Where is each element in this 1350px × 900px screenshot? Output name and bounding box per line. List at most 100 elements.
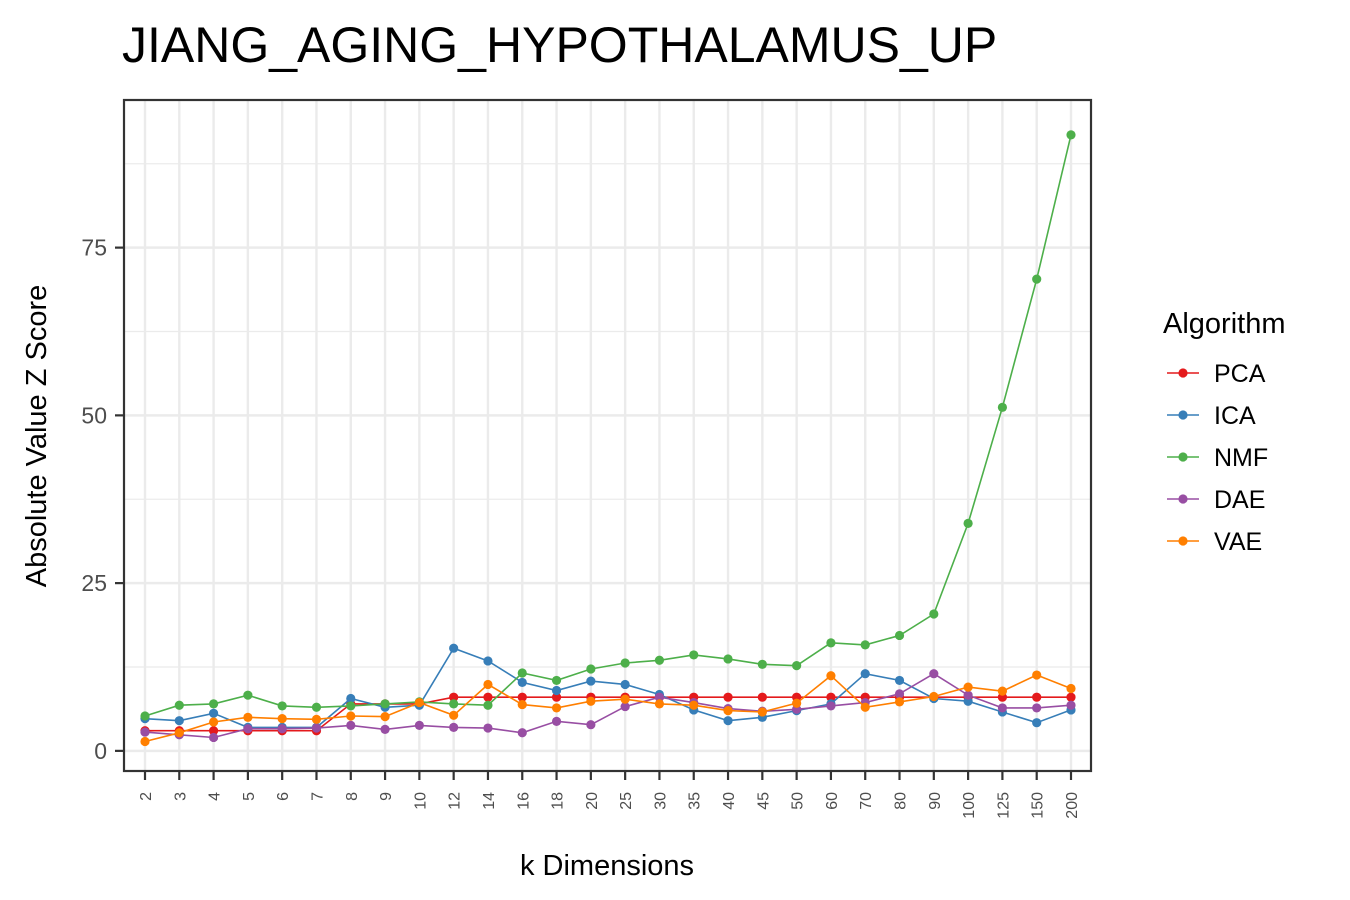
data-point-vae — [757, 707, 767, 717]
data-point-vae — [243, 712, 253, 722]
data-point-nmf — [174, 700, 184, 710]
data-point-vae — [689, 700, 699, 710]
data-point-vae — [894, 697, 905, 707]
data-point-vae — [654, 699, 665, 709]
data-point-nmf — [517, 668, 527, 678]
data-point-nmf — [277, 701, 287, 711]
data-point-ica — [346, 693, 356, 704]
legend-label-nmf: NMF — [1214, 444, 1268, 472]
x-tick-label: 9 — [378, 792, 395, 801]
data-point-dae — [483, 723, 493, 733]
legend-key-point-ica — [1178, 410, 1188, 420]
data-point-nmf — [654, 655, 665, 665]
y-axis-title: Absolute Value Z Score — [21, 285, 53, 588]
x-tick-label: 150 — [1030, 792, 1047, 819]
data-point-nmf — [620, 658, 630, 668]
series-line-vae — [144, 674, 1072, 743]
data-point-pca — [551, 692, 562, 702]
y-tick-label: 0 — [94, 738, 107, 764]
series-line-pca — [145, 696, 1071, 732]
data-point-vae — [586, 696, 596, 706]
data-point-nmf — [140, 711, 150, 721]
data-point-dae — [311, 723, 322, 733]
x-tick-label: 14 — [481, 792, 498, 810]
minor-gridlines — [124, 163, 1091, 668]
data-point-pca — [449, 692, 459, 702]
data-point-dae — [208, 732, 219, 743]
x-tick-label: 8 — [344, 792, 361, 801]
x-tick-label: 200 — [1064, 792, 1081, 819]
data-point-nmf — [689, 650, 699, 660]
data-point-ica — [174, 716, 184, 726]
data-point-dae — [277, 724, 287, 734]
data-point-vae — [620, 694, 630, 704]
chart-title: JIANG_AGING_HYPOTHALAMUS_UP — [122, 17, 997, 73]
data-point-pca — [826, 692, 836, 702]
data-point-pca — [208, 726, 219, 736]
legend-key-point-dae — [1178, 494, 1188, 504]
legend-label-ica: ICA — [1214, 402, 1256, 430]
x-tick-label: 18 — [550, 792, 567, 810]
data-point-nmf — [997, 402, 1008, 412]
data-point-dae — [586, 720, 596, 730]
data-point-vae — [174, 728, 184, 738]
x-tick-label: 10 — [412, 792, 429, 810]
data-point-nmf — [551, 675, 562, 686]
series-line-dae — [144, 672, 1072, 739]
x-tick-label: 125 — [995, 792, 1012, 819]
data-point-vae — [860, 702, 870, 712]
data-point-vae — [826, 671, 836, 681]
data-point-dae — [346, 720, 356, 730]
data-point-nmf — [380, 699, 390, 709]
x-tick-label: 2 — [138, 792, 155, 801]
data-point-vae — [792, 698, 802, 708]
data-point-nmf — [346, 701, 356, 711]
data-point-nmf — [894, 630, 905, 641]
data-point-vae — [208, 717, 219, 727]
legend-key-point-pca — [1178, 368, 1188, 378]
series-layer — [140, 130, 1076, 747]
data-point-ica — [723, 716, 733, 726]
x-tick-label: 30 — [652, 792, 669, 810]
data-point-pca — [1032, 692, 1042, 702]
data-point-ica — [483, 656, 493, 666]
data-point-nmf — [963, 518, 973, 529]
x-tick-label: 100 — [961, 792, 978, 819]
x-axis-title: k Dimensions — [520, 850, 694, 882]
legend: Algorithm PCA ICA NMF DAE VAE — [1163, 308, 1286, 556]
data-point-pca — [483, 692, 493, 702]
data-point-nmf — [483, 700, 493, 710]
data-point-dae — [997, 703, 1008, 713]
data-point-vae — [483, 679, 493, 690]
data-point-dae — [963, 690, 973, 700]
data-point-vae — [551, 703, 562, 713]
data-point-dae — [551, 716, 562, 726]
data-point-ica — [620, 679, 630, 690]
data-point-vae — [723, 706, 733, 716]
data-point-ica — [517, 677, 527, 688]
data-point-nmf — [929, 609, 939, 619]
data-point-nmf — [757, 659, 767, 669]
data-point-vae — [929, 691, 939, 702]
data-point-pca — [723, 692, 733, 702]
y-tick-label: 75 — [81, 235, 107, 261]
x-tick-label: 45 — [755, 792, 772, 810]
x-tick-label: 25 — [618, 792, 635, 810]
data-point-dae — [1066, 700, 1076, 710]
data-point-dae — [929, 669, 939, 679]
data-point-pca — [757, 692, 767, 702]
data-point-vae — [346, 711, 356, 721]
x-tick-label: 20 — [584, 792, 601, 810]
legend-label-vae: VAE — [1214, 528, 1262, 556]
x-tick-label: 60 — [824, 792, 841, 810]
x-tick-label: 70 — [858, 792, 875, 810]
data-point-ica — [208, 708, 219, 718]
x-tick-label: 50 — [790, 792, 807, 810]
data-point-vae — [963, 682, 973, 692]
data-point-vae — [277, 714, 287, 724]
data-point-pca — [1066, 692, 1076, 702]
x-tick-label: 16 — [515, 792, 532, 810]
legend-key-point-nmf — [1178, 452, 1188, 462]
legend-title: Algorithm — [1163, 308, 1286, 340]
data-point-ica — [894, 675, 905, 686]
